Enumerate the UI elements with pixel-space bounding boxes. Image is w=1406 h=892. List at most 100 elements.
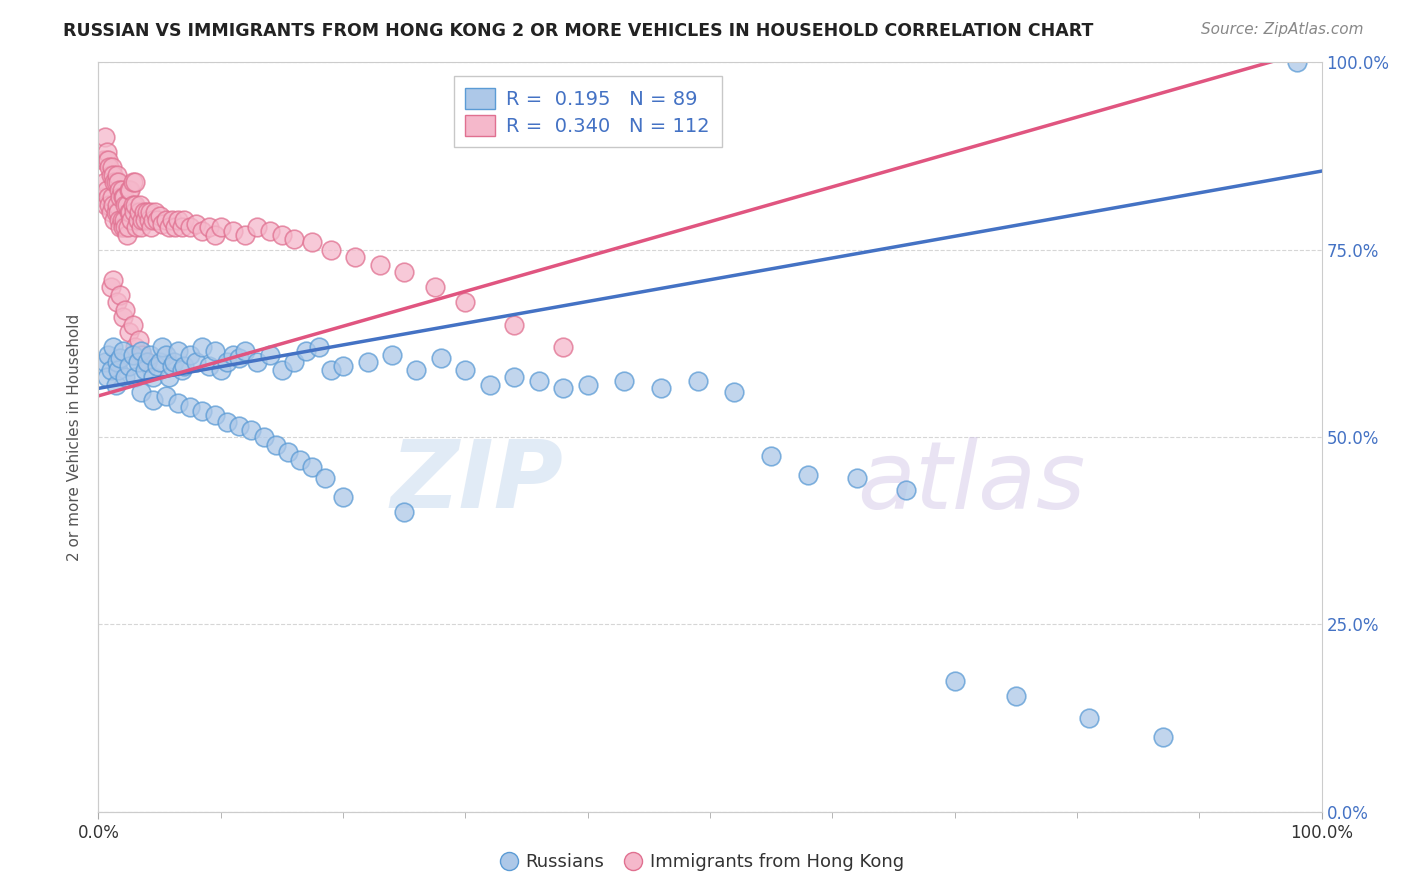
Point: [150, 217, 173, 231]
Point: [1286, 55, 1309, 70]
Point: [650, 381, 672, 395]
Point: [157, 370, 180, 384]
Point: [96, 370, 118, 384]
Point: [170, 362, 193, 376]
Point: [121, 198, 143, 212]
Point: [101, 190, 124, 204]
Point: [111, 190, 134, 204]
Point: [124, 340, 146, 354]
Point: [108, 183, 131, 197]
Point: [392, 265, 416, 279]
Point: [160, 212, 183, 227]
Point: [100, 362, 122, 376]
Point: [368, 258, 391, 272]
Point: [101, 273, 124, 287]
Point: [143, 205, 166, 219]
Point: [125, 220, 148, 235]
Point: [115, 198, 138, 212]
Point: [98, 198, 121, 212]
Point: [332, 490, 354, 504]
Point: [103, 175, 125, 189]
Point: [127, 212, 149, 227]
Point: [118, 183, 141, 197]
Point: [503, 370, 526, 384]
Point: [270, 362, 294, 376]
Point: [252, 430, 274, 444]
Point: [197, 359, 219, 373]
Point: [105, 355, 128, 369]
Point: [101, 340, 124, 354]
Point: [132, 205, 155, 219]
Point: [191, 340, 214, 354]
Point: [454, 295, 477, 310]
Point: [120, 205, 142, 219]
Point: [100, 168, 122, 182]
Legend: Russians, Immigrants from Hong Kong: Russians, Immigrants from Hong Kong: [495, 847, 911, 879]
Point: [146, 212, 169, 227]
Point: [110, 190, 132, 204]
Point: [155, 212, 177, 227]
Point: [101, 198, 124, 212]
Y-axis label: 2 or more Vehicles in Household: 2 or more Vehicles in Household: [67, 313, 83, 561]
Point: [165, 220, 187, 235]
Point: [149, 355, 172, 369]
Point: [259, 348, 281, 362]
Point: [107, 362, 129, 376]
Point: [121, 318, 143, 332]
Point: [114, 198, 136, 212]
Point: [233, 227, 256, 242]
Point: [94, 198, 117, 212]
Point: [204, 227, 226, 242]
Point: [114, 370, 136, 384]
Point: [128, 333, 150, 347]
Point: [197, 220, 219, 235]
Point: [167, 396, 190, 410]
Text: RUSSIAN VS IMMIGRANTS FROM HONG KONG 2 OR MORE VEHICLES IN HOUSEHOLD CORRELATION: RUSSIAN VS IMMIGRANTS FROM HONG KONG 2 O…: [63, 22, 1094, 40]
Point: [301, 460, 323, 475]
Point: [186, 217, 208, 231]
Point: [115, 227, 138, 242]
Point: [136, 355, 159, 369]
Point: [163, 355, 186, 369]
Text: atlas: atlas: [856, 436, 1085, 527]
Point: [104, 205, 127, 219]
Point: [155, 348, 177, 362]
Point: [97, 153, 120, 167]
Point: [191, 404, 214, 418]
Point: [894, 483, 917, 497]
Point: [209, 362, 232, 376]
Point: [122, 205, 145, 219]
Point: [228, 418, 250, 433]
Point: [107, 175, 129, 189]
Point: [118, 359, 141, 373]
Point: [1152, 730, 1174, 744]
Point: [1004, 689, 1026, 703]
Point: [91, 190, 114, 204]
Point: [246, 220, 269, 235]
Point: [129, 343, 152, 358]
Point: [131, 212, 153, 227]
Point: [118, 205, 141, 219]
Point: [120, 183, 142, 197]
Point: [124, 370, 146, 384]
Point: [160, 359, 183, 373]
Point: [127, 355, 149, 369]
Point: [259, 224, 281, 238]
Text: Source: ZipAtlas.com: Source: ZipAtlas.com: [1201, 22, 1364, 37]
Point: [149, 209, 172, 223]
Point: [134, 212, 156, 227]
Point: [93, 130, 115, 145]
Point: [222, 224, 245, 238]
Point: [105, 198, 128, 212]
Point: [134, 362, 156, 376]
Text: ZIP: ZIP: [391, 436, 564, 528]
Point: [104, 377, 127, 392]
Point: [723, 385, 745, 400]
Point: [209, 220, 232, 235]
Point: [283, 231, 305, 245]
Point: [295, 343, 318, 358]
Point: [129, 220, 152, 235]
Point: [131, 348, 153, 362]
Point: [121, 175, 143, 189]
Point: [246, 355, 269, 369]
